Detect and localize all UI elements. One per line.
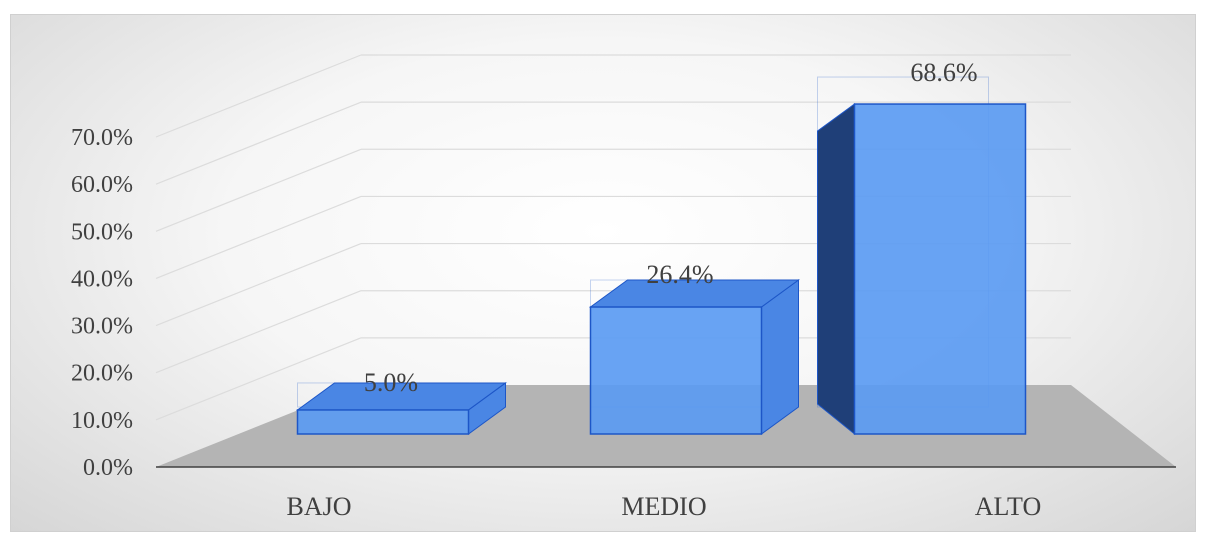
gridline-side xyxy=(155,290,362,374)
bar-side xyxy=(817,103,855,436)
y-tick-label: 0.0% xyxy=(83,455,133,481)
y-tick-label: 50.0% xyxy=(71,219,133,245)
chart-frame: 0.0% 10.0% 20.0% 30.0% 40.0% 50.0% 60.0% 70.0% 5… xyxy=(10,14,1196,532)
bar-alto xyxy=(817,76,1027,436)
y-tick-label: 10.0% xyxy=(71,408,133,434)
y-tick-label: 20.0% xyxy=(71,361,133,387)
x-tick-label: MEDIO xyxy=(621,492,706,521)
gridline-side xyxy=(155,195,362,279)
bar-chart: 0.0% 10.0% 20.0% 30.0% 40.0% 50.0% 60.0% 70.0% 5… xyxy=(71,54,1176,521)
bar-front xyxy=(589,306,763,435)
bar-front xyxy=(853,103,1027,435)
data-label: 68.6% xyxy=(910,58,977,87)
gridline-side xyxy=(155,337,362,421)
bar-front xyxy=(296,409,470,435)
bars xyxy=(295,76,1027,436)
data-label: 5.0% xyxy=(364,368,418,397)
bar-medio xyxy=(588,279,801,435)
gridline-side xyxy=(155,54,362,138)
y-tick-label: 40.0% xyxy=(71,266,133,292)
bar-bajo xyxy=(295,381,508,435)
y-tick-label: 60.0% xyxy=(71,172,133,198)
labels: 0.0% 10.0% 20.0% 30.0% 40.0% 50.0% 60.0% 70.0% 5… xyxy=(71,58,1176,521)
gridline-side xyxy=(155,243,362,327)
y-tick-label: 70.0% xyxy=(71,125,133,151)
gridline-side xyxy=(155,101,362,185)
y-tick-label: 30.0% xyxy=(71,314,133,340)
data-label: 26.4% xyxy=(646,260,713,289)
gridline-side xyxy=(155,148,362,232)
x-tick-label: BAJO xyxy=(286,492,351,521)
x-tick-label: ALTO xyxy=(975,492,1041,521)
